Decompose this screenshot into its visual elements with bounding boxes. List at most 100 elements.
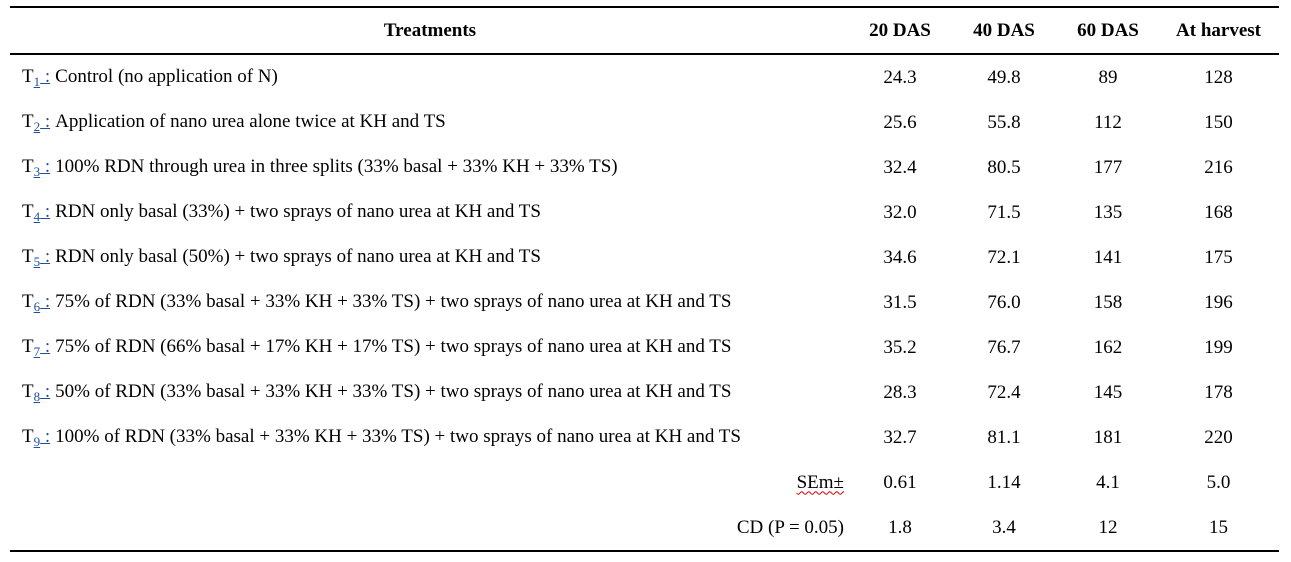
treatment-cell: T8 :50% of RDN (33% basal + 33% KH + 33%… (10, 370, 850, 415)
value-cell: 72.4 (987, 381, 1021, 403)
treatment-code-letter: T (22, 155, 34, 177)
treatment-code-subscript: 5 (33, 253, 41, 269)
treatment-code-colon: : (40, 335, 51, 357)
treatment-cell: T1 : Control (no application of N) (10, 54, 850, 100)
table-header-row: Treatments 20 DAS 40 DAS 60 DAS At harve… (10, 7, 1279, 54)
value-cell: 177 (1093, 156, 1123, 178)
stat-value-cell: 0.61 (883, 471, 917, 493)
data-table-container: Treatments 20 DAS 40 DAS 60 DAS At harve… (10, 6, 1279, 552)
stat-value-cell: 15 (1209, 516, 1228, 538)
value-cell: 135 (1093, 201, 1123, 223)
value-cell: 25.6 (883, 111, 917, 133)
table-row: T2 : Application of nano urea alone twice… (10, 100, 1279, 145)
treatment-code-letter: T (22, 200, 34, 222)
value-cell: 49.8 (987, 66, 1021, 88)
treatment-code-colon: : (40, 380, 51, 402)
stat-value-cell: 1.14 (987, 471, 1021, 493)
stat-label: SEm± (796, 471, 844, 493)
stat-label-cell: SEm± (10, 460, 850, 505)
value-cell: 72.1 (987, 246, 1021, 268)
stat-label-cell: CD (P = 0.05) (10, 505, 850, 551)
treatment-cell: T6 :75% of RDN (33% basal + 33% KH + 33%… (10, 280, 850, 325)
treatment-code: T5 : (22, 245, 55, 269)
stats-row: CD (P = 0.05) 1.8 3.4 12 15 (10, 505, 1279, 551)
treatment-code-subscript: 3 (33, 163, 41, 179)
value-cell: 216 (1204, 156, 1233, 178)
treatment-code-letter: T (22, 425, 34, 447)
treatment-code: T1 : (22, 65, 55, 89)
treatment-code-letter: T (22, 65, 34, 87)
treatment-description: Application of nano urea alone twice at … (55, 110, 446, 132)
value-cell: 71.5 (987, 201, 1021, 223)
value-cell: 112 (1094, 111, 1122, 133)
treatment-code-colon: : (40, 155, 51, 177)
stat-label: CD (P = 0.05) (736, 516, 844, 538)
treatment-code-colon: : (40, 425, 51, 447)
growth-data-table: Treatments 20 DAS 40 DAS 60 DAS At harve… (10, 6, 1279, 552)
treatment-code-letter: T (22, 380, 34, 402)
value-cell: 178 (1204, 381, 1233, 403)
treatment-description: RDN only basal (33%) + two sprays of nan… (55, 200, 541, 222)
treatment-code-subscript: 1 (33, 73, 41, 89)
treatment-code: T3 : (22, 155, 55, 179)
value-cell: 76.7 (987, 336, 1021, 358)
table-row: T3 :100% RDN through urea in three split… (10, 145, 1279, 190)
treatment-code-letter: T (22, 245, 34, 267)
value-cell: 128 (1204, 66, 1233, 88)
treatment-description: 100% RDN through urea in three splits (3… (55, 155, 618, 177)
treatment-code: T4 : (22, 200, 55, 224)
treatment-cell: T9 :100% of RDN (33% basal + 33% KH + 33… (10, 415, 850, 460)
value-cell: 35.2 (883, 336, 917, 358)
value-cell: 158 (1093, 291, 1123, 313)
table-body: T1 : Control (no application of N) 24.3 49.… (10, 54, 1279, 551)
stats-row: SEm± 0.61 1.14 4.1 5.0 (10, 460, 1279, 505)
header-40-das: 40 DAS (973, 19, 1035, 41)
stat-value-cell: 4.1 (1096, 471, 1120, 493)
treatment-cell: T5 : RDN only basal (50%) + two sprays of… (10, 235, 850, 280)
treatment-description: 100% of RDN (33% basal + 33% KH + 33% TS… (55, 425, 741, 447)
treatment-code: T9 : (22, 425, 55, 449)
value-cell: 32.4 (883, 156, 917, 178)
value-cell: 31.5 (883, 291, 917, 313)
treatment-code-letter: T (22, 335, 34, 357)
treatment-description: 75% of RDN (33% basal + 33% KH + 33% TS)… (55, 290, 732, 312)
treatment-description: 75% of RDN (66% basal + 17% KH + 17% TS)… (55, 335, 732, 357)
value-cell: 24.3 (883, 66, 917, 88)
value-cell: 34.6 (883, 246, 917, 268)
treatment-code-subscript: 6 (33, 298, 41, 314)
value-cell: 199 (1204, 336, 1233, 358)
treatment-description: RDN only basal (50%) + two sprays of nan… (55, 245, 541, 267)
treatment-cell: T2 : Application of nano urea alone twice… (10, 100, 850, 145)
header-60-das: 60 DAS (1077, 19, 1139, 41)
treatment-code-colon: : (40, 110, 51, 132)
value-cell: 162 (1093, 336, 1123, 358)
value-cell: 81.1 (987, 426, 1021, 448)
treatment-code: T2 : (22, 110, 55, 134)
header-treatments: Treatments (383, 19, 477, 41)
value-cell: 32.0 (883, 201, 917, 223)
table-row: T7 :75% of RDN (66% basal + 17% KH + 17%… (10, 325, 1279, 370)
treatment-code-subscript: 8 (33, 388, 41, 404)
treatment-cell: T4 : RDN only basal (33%) + two sprays of… (10, 190, 850, 235)
value-cell: 168 (1204, 201, 1233, 223)
treatment-code-subscript: 2 (33, 118, 41, 134)
stat-value-cell: 12 (1098, 516, 1118, 538)
value-cell: 150 (1204, 111, 1233, 133)
value-cell: 76.0 (987, 291, 1021, 313)
treatment-code-colon: : (40, 65, 51, 87)
table-row: T6 :75% of RDN (33% basal + 33% KH + 33%… (10, 280, 1279, 325)
treatment-code-letter: T (22, 290, 34, 312)
table-row: T1 : Control (no application of N) 24.3 49.… (10, 54, 1279, 100)
value-cell: 220 (1204, 426, 1233, 448)
header-at-harvest: At harvest (1176, 19, 1261, 41)
treatment-code-subscript: 7 (33, 343, 41, 359)
stat-value-cell: 3.4 (992, 516, 1016, 538)
value-cell: 80.5 (987, 156, 1021, 178)
treatment-code-colon: : (40, 245, 51, 267)
value-cell: 28.3 (883, 381, 917, 403)
value-cell: 196 (1204, 291, 1233, 313)
treatment-cell: T3 :100% RDN through urea in three split… (10, 145, 850, 190)
treatment-cell: T7 :75% of RDN (66% basal + 17% KH + 17%… (10, 325, 850, 370)
value-cell: 89 (1098, 66, 1118, 88)
table-row: T8 :50% of RDN (33% basal + 33% KH + 33%… (10, 370, 1279, 415)
